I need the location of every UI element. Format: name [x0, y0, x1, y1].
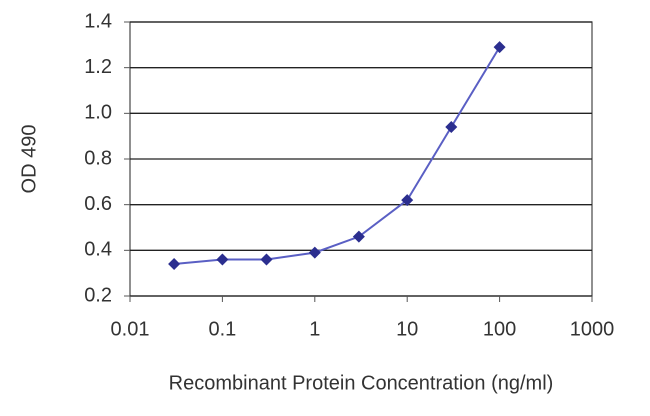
data-point [168, 258, 181, 271]
y-axis-label: OD 490 [18, 125, 40, 194]
y-tick-label: 1.2 [84, 56, 112, 78]
data-point [401, 194, 414, 207]
x-tick-label: 0.01 [111, 318, 150, 340]
x-tick-label: 100 [483, 318, 516, 340]
y-tick-label: 0.6 [84, 193, 112, 215]
x-tick-label: 0.1 [208, 318, 236, 340]
x-tick-label: 1000 [570, 318, 615, 340]
data-point [308, 246, 321, 259]
data-point [445, 121, 458, 134]
y-tick-label: 0.2 [84, 284, 112, 306]
x-tick-label: 10 [396, 318, 418, 340]
y-tick-label: 1.4 [84, 10, 112, 32]
x-axis-label: Recombinant Protein Concentration (ng/ml… [169, 372, 554, 394]
y-tick-label: 1.0 [84, 102, 112, 124]
data-point [493, 41, 506, 54]
data-point [216, 253, 229, 266]
y-tick-label: 0.8 [84, 147, 112, 169]
y-tick-label: 0.4 [84, 239, 112, 261]
data-point [260, 253, 273, 266]
x-tick-label: 1 [309, 318, 320, 340]
data-point [352, 230, 365, 243]
data-line [173, 46, 501, 266]
